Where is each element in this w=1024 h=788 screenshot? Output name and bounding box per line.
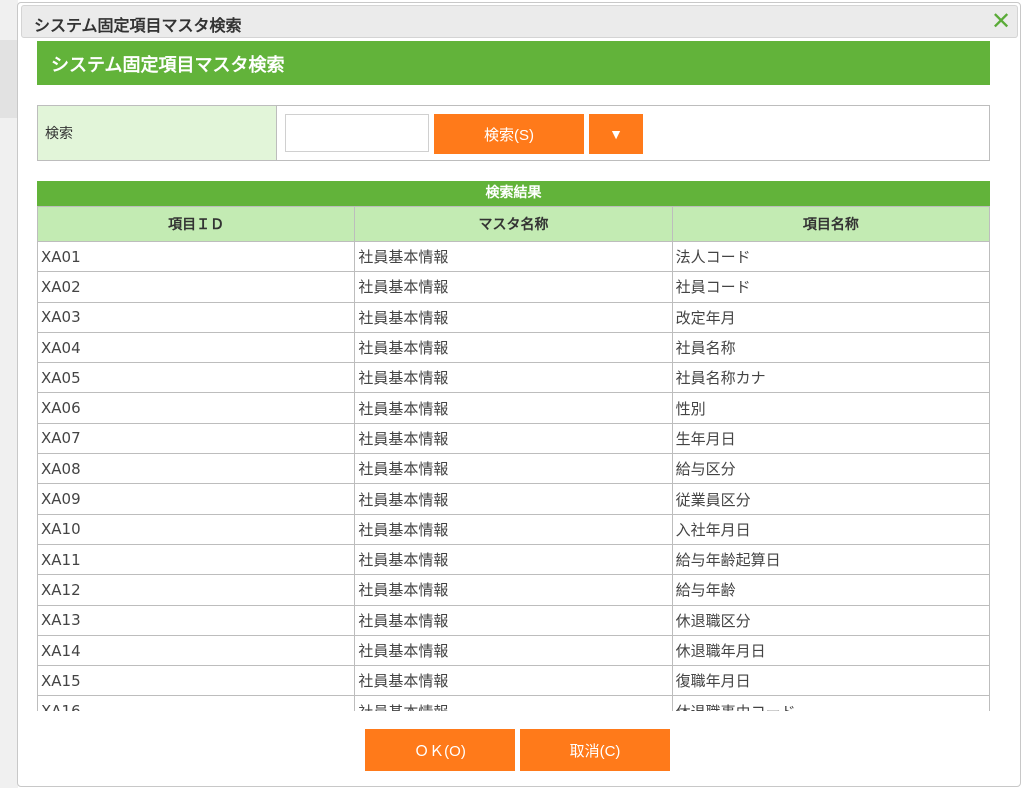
cell-item-name: 改定年月 — [671, 301, 990, 333]
column-header-item-id[interactable]: 項目ＩＤ — [37, 206, 356, 242]
cell-item-id: XA11 — [37, 543, 356, 576]
cell-master-name: 社員基本情報 — [354, 422, 673, 455]
cell-master-name: 社員基本情報 — [354, 362, 673, 394]
cell-item-id: XA03 — [37, 301, 356, 333]
results-scroll-area[interactable]: 項目ＩＤ マスタ名称 項目名称 XA01 社員基本情報 法人コード XA02 社員基本情… — [37, 206, 990, 711]
cell-item-name: 法人コード — [671, 240, 990, 273]
cell-item-id: XA06 — [37, 392, 356, 424]
cell-item-id: XA07 — [37, 422, 356, 455]
table-row[interactable]: XA07 社員基本情報 生年月日 — [37, 422, 990, 455]
background-page — [0, 0, 18, 788]
cell-master-name: 社員基本情報 — [354, 240, 673, 273]
cell-item-id: XA08 — [37, 453, 356, 485]
table-row[interactable]: XA11 社員基本情報 給与年齢起算日 — [37, 543, 990, 576]
results-table: 項目ＩＤ マスタ名称 項目名称 XA01 社員基本情報 法人コード XA02 社員基本情… — [37, 206, 990, 711]
cell-item-name: 生年月日 — [671, 422, 990, 455]
cell-item-name: 従業員区分 — [671, 483, 990, 515]
table-row[interactable]: XA01 社員基本情報 法人コード — [37, 240, 990, 273]
cell-item-name: 給与区分 — [671, 453, 990, 485]
cell-master-name: 社員基本情報 — [354, 271, 673, 303]
table-row[interactable]: XA02 社員基本情報 社員コード — [37, 271, 990, 303]
cell-item-id: XA13 — [37, 604, 356, 636]
table-row[interactable]: XA06 社員基本情報 性別 — [37, 392, 990, 424]
table-row[interactable]: XA12 社員基本情報 給与年齢 — [37, 574, 990, 606]
page-title: システム固定項目マスタ検索 — [37, 41, 990, 85]
cell-master-name: 社員基本情報 — [354, 392, 673, 424]
close-icon[interactable]: ✕ — [990, 7, 1012, 35]
table-row[interactable]: XA04 社員基本情報 社員名称 — [37, 331, 990, 364]
cell-master-name: 社員基本情報 — [354, 543, 673, 576]
cell-item-id: XA12 — [37, 574, 356, 606]
table-row[interactable]: XA08 社員基本情報 給与区分 — [37, 453, 990, 485]
cell-master-name: 社員基本情報 — [354, 634, 673, 667]
cell-item-name: 復職年月日 — [671, 665, 990, 697]
search-panel: 検索 検索(S) ▼ — [37, 105, 990, 161]
search-dialog: システム固定項目マスタ検索 ✕ システム固定項目マスタ検索 検索 検索(S) ▼… — [17, 2, 1021, 787]
table-row[interactable]: XA03 社員基本情報 改定年月 — [37, 301, 990, 333]
cell-item-id: XA05 — [37, 362, 356, 394]
cell-item-name: 休退職年月日 — [671, 634, 990, 667]
table-row[interactable]: XA15 社員基本情報 復職年月日 — [37, 665, 990, 697]
cell-item-name: 休退職区分 — [671, 604, 990, 636]
dropdown-toggle-button[interactable]: ▼ — [589, 114, 643, 154]
cell-item-name: 給与年齢 — [671, 574, 990, 606]
cell-item-name: 性別 — [671, 392, 990, 424]
cell-master-name: 社員基本情報 — [354, 665, 673, 697]
cell-item-id: XA09 — [37, 483, 356, 515]
cell-item-name: 給与年齢起算日 — [671, 543, 990, 576]
cell-item-name: 社員名称 — [671, 331, 990, 364]
cell-master-name: 社員基本情報 — [354, 453, 673, 485]
cancel-button[interactable]: 取消(C) — [520, 729, 670, 771]
cell-item-name: 社員コード — [671, 271, 990, 303]
cell-item-id: XA14 — [37, 634, 356, 667]
cell-item-id: XA10 — [37, 513, 356, 545]
search-label: 検索 — [38, 106, 277, 160]
table-row[interactable]: XA09 社員基本情報 従業員区分 — [37, 483, 990, 515]
results-title: 検索結果 — [37, 181, 990, 206]
table-row[interactable]: XA05 社員基本情報 社員名称カナ — [37, 362, 990, 394]
cell-item-id: XA16 — [37, 695, 356, 711]
search-button[interactable]: 検索(S) — [434, 114, 584, 154]
column-header-master-name[interactable]: マスタ名称 — [354, 206, 673, 242]
cell-item-id: XA04 — [37, 331, 356, 364]
cell-item-id: XA02 — [37, 271, 356, 303]
cell-item-id: XA01 — [37, 240, 356, 273]
cell-master-name: 社員基本情報 — [354, 574, 673, 606]
cell-master-name: 社員基本情報 — [354, 695, 673, 711]
dialog-title: システム固定項目マスタ検索 — [34, 16, 242, 35]
cell-item-name: 入社年月日 — [671, 513, 990, 545]
table-row[interactable]: XA10 社員基本情報 入社年月日 — [37, 513, 990, 545]
table-row[interactable]: XA16社員基本情報休退職事由コード — [37, 695, 990, 711]
cell-item-name: 休退職事由コード — [671, 695, 990, 711]
cell-master-name: 社員基本情報 — [354, 331, 673, 364]
search-input[interactable] — [285, 114, 429, 152]
cell-master-name: 社員基本情報 — [354, 604, 673, 636]
column-header-item-name[interactable]: 項目名称 — [671, 206, 990, 242]
cell-master-name: 社員基本情報 — [354, 483, 673, 515]
cell-master-name: 社員基本情報 — [354, 301, 673, 333]
table-row[interactable]: XA13 社員基本情報 休退職区分 — [37, 604, 990, 636]
cell-item-id: XA15 — [37, 665, 356, 697]
dialog-titlebar: システム固定項目マスタ検索 ✕ — [21, 5, 1018, 38]
table-row[interactable]: XA14 社員基本情報 休退職年月日 — [37, 634, 990, 667]
cell-item-name: 社員名称カナ — [671, 362, 990, 394]
ok-button[interactable]: ＯＫ(O) — [365, 729, 515, 771]
background-band — [0, 40, 18, 118]
cell-master-name: 社員基本情報 — [354, 513, 673, 545]
